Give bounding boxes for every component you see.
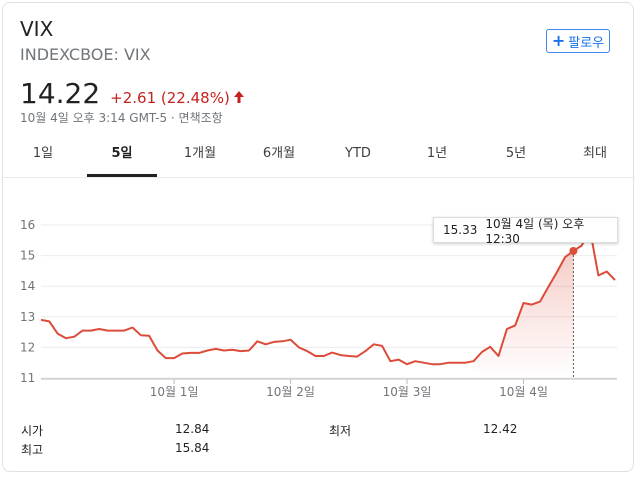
up-arrow-icon: [233, 88, 244, 107]
y-tick-label: 12: [20, 340, 35, 354]
range-tabs: 1일 5일 1개월 6개월 YTD 1년 5년 최대: [3, 139, 635, 177]
stock-symbol: VIX: [20, 17, 54, 41]
x-tick-label: 10월 4일: [499, 385, 548, 399]
stat-open-label: 시가: [21, 424, 44, 438]
price-change: +2.61 (22.48%): [110, 89, 230, 107]
y-tick-label: 14: [20, 279, 35, 293]
quote-row: 14.22 +2.61 (22.48%): [20, 77, 244, 110]
tab-5y[interactable]: 5년: [505, 146, 527, 161]
stat-high-label: 최고: [21, 443, 44, 457]
tab-ytd[interactable]: YTD: [345, 146, 371, 161]
stat-low-value: 12.42: [483, 422, 518, 436]
tab-1y[interactable]: 1년: [426, 146, 448, 161]
quote-timestamp: 10월 4일 오후 3:14 GMT-5 · 면책조항: [20, 111, 223, 125]
tab-5d[interactable]: 5일: [87, 139, 157, 177]
x-tick-label: 10월 3일: [383, 385, 432, 399]
y-tick-label: 11: [20, 371, 35, 385]
follow-label: 팔로우: [568, 35, 605, 51]
plus-icon: +: [551, 31, 566, 50]
y-tick-label: 16: [20, 218, 35, 232]
follow-button[interactable]: + 팔로우: [546, 29, 610, 53]
highlight-area: [473, 251, 574, 378]
stat-open-value: 12.84: [175, 422, 210, 436]
tab-divider: [3, 177, 635, 178]
tab-max[interactable]: 최대: [583, 146, 607, 161]
highlight-point: [569, 247, 578, 256]
x-tick-label: 10월 1일: [150, 385, 199, 399]
series-line: [40, 228, 616, 366]
chart-tooltip: 15.33 10월 4일 (목) 오후 12:30: [433, 216, 618, 246]
tab-1m[interactable]: 1개월: [183, 146, 217, 161]
tooltip-date: 10월 4일 (목) 오후 12:30: [485, 216, 585, 246]
stat-low-label: 최저: [329, 424, 352, 438]
x-tick-label: 10월 2일: [266, 385, 315, 399]
tooltip-value: 15.33: [443, 223, 478, 237]
y-tick-label: 15: [20, 249, 35, 263]
y-tick-label: 13: [20, 310, 35, 324]
tab-6m[interactable]: 6개월: [262, 146, 296, 161]
current-price: 14.22: [20, 77, 101, 110]
tab-1d[interactable]: 1일: [32, 146, 54, 161]
stat-high-value: 15.84: [175, 441, 210, 455]
exchange-label: INDEXCBOE: VIX: [20, 45, 151, 64]
price-chart[interactable]: 11 12 13 14 15 16 10월 1일 10월 2일 10월 3일 10월 4일: [3, 3, 635, 413]
